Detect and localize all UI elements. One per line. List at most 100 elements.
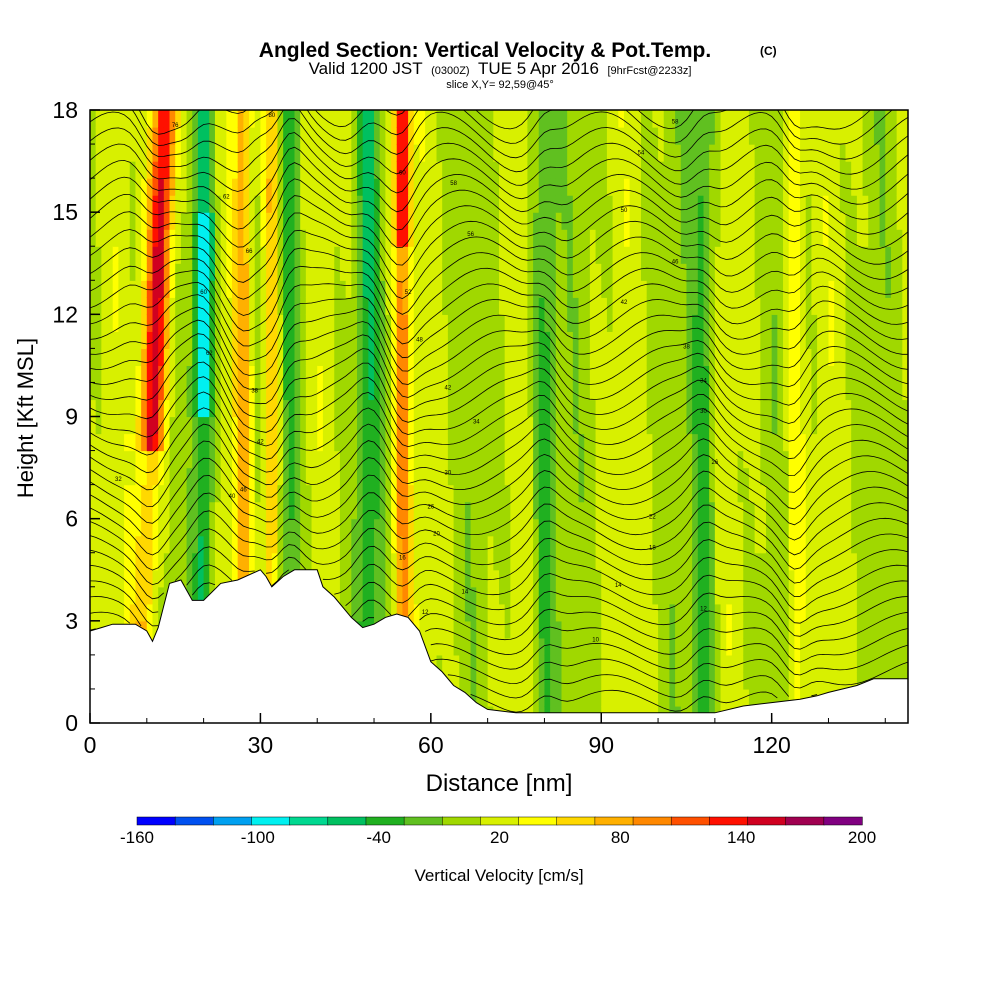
- velocity-cell: [345, 603, 352, 622]
- velocity-cell: [203, 348, 210, 367]
- velocity-cell: [783, 569, 790, 588]
- velocity-cell: [618, 518, 625, 537]
- velocity-cell: [765, 671, 773, 690]
- velocity-cell: [124, 518, 131, 537]
- velocity-cell: [714, 280, 722, 298]
- velocity-cell: [692, 467, 699, 486]
- velocity-cell: [748, 450, 756, 469]
- velocity-cell: [419, 195, 426, 213]
- velocity-cell: [527, 178, 534, 196]
- velocity-cell: [663, 586, 671, 605]
- velocity-cell: [641, 144, 648, 162]
- velocity-cell: [180, 399, 188, 418]
- velocity-cell: [544, 195, 551, 213]
- velocity-cell: [868, 348, 875, 367]
- velocity-cell: [90, 552, 97, 571]
- velocity-cell: [504, 178, 511, 196]
- velocity-cell: [760, 263, 767, 281]
- velocity-cell: [720, 280, 727, 298]
- velocity-cell: [391, 263, 398, 281]
- velocity-cell: [595, 178, 602, 196]
- velocity-cell: [266, 263, 273, 281]
- velocity-cell: [743, 178, 750, 196]
- velocity-cell: [311, 127, 318, 145]
- velocity-cell: [459, 637, 466, 656]
- velocity-cell: [334, 229, 341, 247]
- velocity-cell: [834, 127, 841, 145]
- velocity-cell: [459, 314, 466, 332]
- velocity-cell: [328, 229, 335, 247]
- velocity-cell: [322, 569, 330, 588]
- velocity-cell: [601, 569, 608, 588]
- velocity-cell: [567, 399, 574, 418]
- velocity-cell: [800, 280, 807, 298]
- velocity-cell: [794, 620, 801, 639]
- velocity-cell: [260, 382, 267, 401]
- velocity-cell: [180, 127, 188, 145]
- velocity-cell: [623, 501, 631, 520]
- velocity-cell: [305, 280, 313, 298]
- velocity-cell: [112, 450, 119, 469]
- velocity-cell: [527, 501, 534, 520]
- velocity-cell: [339, 314, 347, 332]
- velocity-cell: [533, 314, 540, 332]
- velocity-cell: [862, 518, 869, 537]
- velocity-cell: [396, 263, 404, 281]
- velocity-cell: [788, 467, 795, 486]
- velocity-cell: [555, 603, 563, 622]
- velocity-cell: [686, 161, 693, 179]
- velocity-cell: [260, 331, 267, 349]
- velocity-cell: [163, 314, 171, 332]
- velocity-cell: [351, 331, 358, 349]
- velocity-cell: [243, 450, 250, 469]
- velocity-cell: [834, 110, 841, 128]
- velocity-cell: [652, 110, 659, 128]
- velocity-cell: [731, 229, 739, 247]
- velocity-cell: [266, 467, 273, 486]
- velocity-cell: [260, 501, 267, 520]
- velocity-cell: [873, 518, 881, 537]
- velocity-cell: [641, 518, 648, 537]
- velocity-cell: [209, 161, 216, 179]
- velocity-cell: [459, 144, 466, 162]
- velocity-cell: [493, 501, 500, 520]
- velocity-cell: [368, 314, 375, 332]
- velocity-cell: [402, 110, 409, 128]
- velocity-cell: [692, 348, 699, 367]
- velocity-cell: [476, 212, 483, 230]
- velocity-cell: [635, 484, 642, 503]
- velocity-cell: [527, 246, 534, 264]
- velocity-cell: [192, 144, 199, 162]
- velocity-cell: [510, 535, 517, 554]
- velocity-cell: [856, 518, 864, 537]
- velocity-cell: [686, 195, 693, 213]
- velocity-cell: [544, 620, 551, 639]
- velocity-cell: [374, 399, 381, 418]
- velocity-cell: [232, 263, 239, 281]
- velocity-cell: [493, 161, 500, 179]
- velocity-cell: [675, 535, 682, 554]
- velocity-cell: [641, 229, 648, 247]
- velocity-cell: [629, 603, 636, 622]
- velocity-cell: [578, 586, 585, 605]
- velocity-cell: [101, 569, 108, 588]
- velocity-cell: [845, 569, 852, 588]
- velocity-cell: [385, 365, 392, 384]
- velocity-cell: [175, 365, 182, 384]
- velocity-cell: [743, 450, 750, 469]
- velocity-cell: [692, 110, 699, 128]
- velocity-cell: [243, 110, 250, 128]
- velocity-cell: [788, 178, 795, 196]
- velocity-cell: [856, 501, 864, 520]
- velocity-cell: [226, 501, 233, 520]
- velocity-cell: [146, 161, 154, 179]
- velocity-cell: [300, 399, 307, 418]
- velocity-cell: [777, 178, 784, 196]
- velocity-cell: [288, 127, 296, 145]
- velocity-cell: [266, 178, 273, 196]
- velocity-cell: [692, 620, 699, 639]
- velocity-cell: [533, 178, 540, 196]
- velocity-cell: [703, 280, 710, 298]
- velocity-cell: [379, 348, 386, 367]
